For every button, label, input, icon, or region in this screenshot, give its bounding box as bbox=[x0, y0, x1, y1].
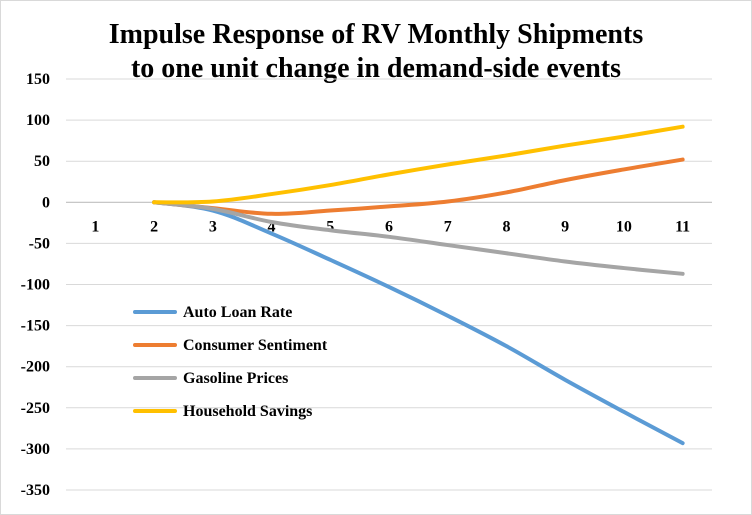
x-tick-label: 5 bbox=[326, 218, 334, 235]
y-tick-label: -100 bbox=[21, 277, 50, 294]
y-tick-label: 50 bbox=[34, 153, 50, 170]
x-tick-label: 3 bbox=[209, 218, 217, 235]
x-tick-label: 10 bbox=[616, 218, 632, 235]
legend-label: Auto Loan Rate bbox=[183, 304, 292, 321]
series-line-household-savings bbox=[152, 124, 685, 205]
x-tick-label: 4 bbox=[268, 218, 276, 235]
x-tick-label: 9 bbox=[561, 218, 569, 235]
gridlines bbox=[66, 78, 712, 491]
legend-label: Consumer Sentiment bbox=[183, 337, 328, 354]
y-tick-label: 100 bbox=[26, 112, 50, 129]
y-axis-ticks: 150 100 50 0 -50 -100 -150 -200 -250 -300 -350 bbox=[21, 71, 50, 499]
x-axis-ticks: 1 2 3 4 5 6 7 8 9 10 11 bbox=[91, 218, 690, 235]
x-tick-label: 7 bbox=[444, 218, 452, 235]
series-line-auto-loan-rate bbox=[152, 200, 685, 446]
y-tick-label: -250 bbox=[21, 400, 50, 417]
legend: Auto Loan Rate Consumer Sentiment Gasoline… bbox=[133, 304, 328, 420]
y-tick-label: 0 bbox=[42, 194, 50, 211]
x-tick-label: 8 bbox=[502, 218, 510, 235]
series-line-gasoline-prices bbox=[152, 200, 685, 276]
y-tick-label: -350 bbox=[21, 482, 50, 499]
x-tick-label: 1 bbox=[91, 218, 99, 235]
series-line-consumer-sentiment bbox=[152, 157, 685, 216]
y-tick-label: -150 bbox=[21, 318, 50, 335]
x-tick-label: 11 bbox=[675, 218, 690, 235]
y-tick-label: -200 bbox=[21, 359, 50, 376]
legend-label: Gasoline Prices bbox=[183, 370, 288, 387]
x-tick-label: 2 bbox=[150, 218, 158, 235]
y-tick-label: -300 bbox=[21, 441, 50, 458]
x-tick-label: 6 bbox=[385, 218, 393, 235]
y-tick-label: -50 bbox=[29, 235, 50, 252]
legend-label: Household Savings bbox=[183, 403, 312, 420]
chart-title-line-1: Impulse Response of RV Monthly Shipments bbox=[108, 19, 644, 50]
series-lines bbox=[152, 124, 685, 446]
y-tick-label: 150 bbox=[26, 71, 50, 88]
